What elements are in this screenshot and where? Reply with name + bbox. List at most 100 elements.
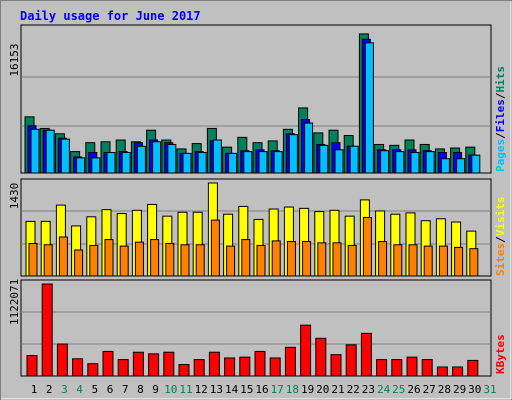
bar-pages-6	[106, 151, 116, 174]
bar-sites-2	[43, 244, 53, 277]
x-tick-label-23: 23	[362, 383, 375, 396]
bar-pages-24	[380, 150, 390, 174]
bar-kbytes-22	[345, 344, 357, 377]
bar-sites-17	[271, 240, 281, 277]
bar-pages-9	[152, 141, 162, 174]
bar-sites-6	[104, 239, 114, 277]
x-tick-label-29: 29	[453, 383, 466, 396]
bar-pages-27	[425, 151, 435, 174]
x-tick-label-19: 19	[301, 383, 314, 396]
bar-pages-10	[167, 143, 177, 174]
bar-pages-16	[258, 151, 268, 174]
bar-sites-23	[362, 216, 372, 277]
bar-kbytes-14	[224, 357, 236, 377]
bar-pages-5	[91, 157, 101, 174]
bar-pages-21	[334, 149, 344, 174]
x-tick-label-9: 9	[152, 383, 159, 396]
bar-kbytes-13	[208, 351, 220, 377]
bar-sites-11	[180, 244, 190, 277]
bar-kbytes-11	[178, 364, 190, 377]
bar-sites-16	[256, 244, 266, 277]
bar-pages-29	[456, 158, 466, 174]
bar-sites-25	[393, 244, 403, 277]
bar-sites-20	[317, 242, 327, 277]
x-tick-label-10: 10	[164, 383, 177, 396]
bar-pages-13	[212, 139, 222, 174]
bar-pages-17	[273, 151, 283, 174]
x-tick-label-6: 6	[107, 383, 114, 396]
bar-kbytes-30	[467, 359, 479, 377]
bar-kbytes-23	[360, 332, 372, 377]
x-tick-label-17: 17	[271, 383, 284, 396]
x-tick-label-21: 21	[331, 383, 344, 396]
legend-hits: Hits	[494, 66, 507, 93]
bar-pages-8	[136, 145, 146, 174]
bar-kbytes-9	[148, 353, 160, 377]
x-tick-label-13: 13	[210, 383, 223, 396]
x-tick-label-7: 7	[122, 383, 129, 396]
bar-sites-15	[241, 239, 251, 277]
x-tick-label-15: 15	[240, 383, 253, 396]
bar-kbytes-15	[239, 356, 251, 377]
x-tick-label-2: 2	[46, 383, 53, 396]
bar-kbytes-18	[284, 346, 296, 377]
bar-pages-7	[121, 151, 131, 174]
bar-kbytes-2	[41, 283, 53, 377]
x-tick-label-8: 8	[137, 383, 144, 396]
bar-kbytes-7	[117, 359, 129, 377]
bar-sites-27	[423, 245, 433, 277]
x-tick-label-20: 20	[316, 383, 329, 396]
bar-kbytes-26	[406, 356, 418, 377]
bar-sites-13	[210, 219, 220, 277]
top-max-label: 16153	[8, 43, 21, 76]
bar-pages-1	[30, 128, 40, 174]
bar-pages-20	[319, 144, 329, 174]
bar-sites-5	[89, 244, 99, 277]
bar-pages-3	[60, 138, 70, 174]
x-tick-label-11: 11	[179, 383, 192, 396]
bar-kbytes-10	[163, 351, 175, 377]
bar-sites-24	[378, 241, 388, 277]
bar-pages-26	[410, 151, 420, 174]
x-tick-label-24: 24	[377, 383, 391, 396]
bar-kbytes-12	[193, 359, 205, 377]
bar-kbytes-28	[436, 366, 448, 377]
legend-sites: Sites	[494, 243, 507, 276]
x-axis-labels: 1 2 3 4 5 6 7 8 9 10 11 12 13 14 15 16 17 18 19 20 21 22 23 24 2…	[31, 383, 497, 396]
bar-pages-22	[349, 145, 359, 174]
bar-kbytes-6	[102, 350, 114, 377]
bar-pages-23	[364, 42, 374, 174]
bar-sites-10	[165, 242, 175, 277]
bar-pages-18	[288, 134, 298, 174]
x-tick-label-30: 30	[468, 383, 481, 396]
bar-sites-7	[119, 245, 129, 277]
x-tick-label-25: 25	[392, 383, 405, 396]
x-tick-label-5: 5	[91, 383, 98, 396]
bar-sites-29	[454, 246, 464, 277]
x-tick-label-18: 18	[286, 383, 299, 396]
bar-sites-3	[58, 236, 68, 277]
bar-pages-4	[76, 157, 86, 174]
bar-sites-12	[195, 244, 205, 277]
bar-sites-22	[347, 244, 357, 277]
bar-kbytes-20	[315, 337, 327, 377]
x-tick-label-3: 3	[61, 383, 68, 396]
bar-pages-14	[228, 152, 238, 174]
bar-sites-28	[438, 245, 448, 277]
bar-kbytes-4	[72, 358, 84, 377]
bar-sites-21	[332, 242, 342, 277]
bar-kbytes-19	[300, 324, 312, 377]
x-tick-label-26: 26	[407, 383, 420, 396]
bar-kbytes-21	[330, 354, 342, 377]
bar-kbytes-8	[132, 351, 144, 377]
x-tick-label-1: 1	[31, 383, 38, 396]
x-tick-label-27: 27	[423, 383, 436, 396]
bar-kbytes-16	[254, 350, 266, 377]
bar-kbytes-1	[26, 355, 38, 377]
chart-title: Daily usage for June 2017	[20, 9, 201, 23]
bottom-max-label: 1122071	[8, 279, 21, 325]
bar-sites-4	[74, 249, 84, 277]
bar-sites-14	[226, 245, 236, 277]
bar-pages-15	[243, 151, 253, 174]
bars-layer	[24, 33, 481, 377]
